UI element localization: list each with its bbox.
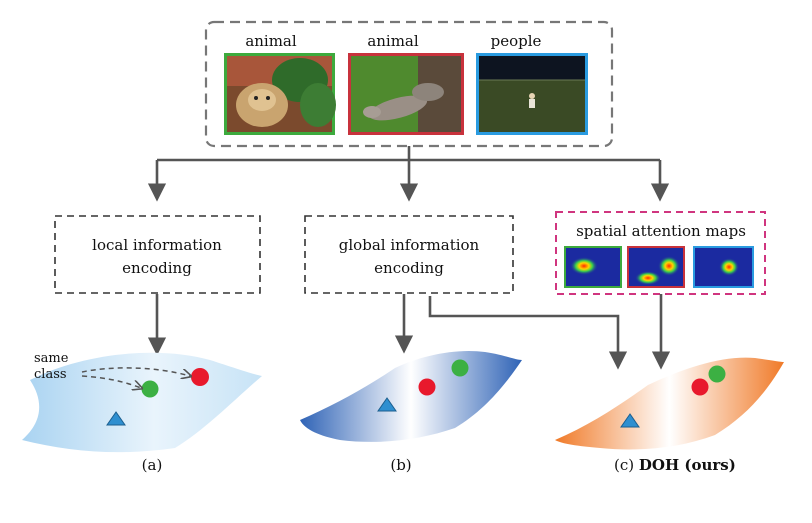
attention-maps-box: spatial attention maps xyxy=(555,211,766,295)
caption-c-bold: DOH (ours) xyxy=(639,456,736,474)
red-circle-b xyxy=(418,378,436,396)
annotation-line1: same xyxy=(34,351,69,366)
manifold-b xyxy=(300,350,522,442)
global-encoding-line1: global information xyxy=(339,236,480,254)
top-arrows xyxy=(147,146,670,202)
people-photo xyxy=(476,53,588,135)
lower-arrows xyxy=(147,294,671,370)
green-circle-b xyxy=(451,359,469,377)
blue-triangle-a xyxy=(106,411,126,426)
caption-a: (a) xyxy=(142,456,163,474)
red-circle-c xyxy=(691,378,709,396)
attention-maps-title: spatial attention maps xyxy=(576,222,746,240)
kitten-photo xyxy=(224,53,336,135)
manifold-a: same class xyxy=(22,351,262,453)
manifold-c xyxy=(555,357,784,450)
blue-triangle-c xyxy=(620,413,640,428)
local-encoding-box: local information encoding xyxy=(54,215,261,294)
annotation-line2: class xyxy=(34,367,67,382)
blue-triangle-b xyxy=(377,397,397,412)
squirrel-photo xyxy=(348,53,464,135)
global-encoding-box: global information encoding xyxy=(304,215,514,294)
local-encoding-line1: local information xyxy=(92,236,222,254)
attention-map-2 xyxy=(627,246,685,288)
input-group-border xyxy=(204,20,614,148)
caption-c-prefix: (c) xyxy=(614,456,639,474)
caption-c: (c) DOH (ours) xyxy=(614,456,736,474)
attention-map-1 xyxy=(564,246,622,288)
red-circle-a xyxy=(191,368,209,386)
green-circle-a xyxy=(141,380,159,398)
caption-b: (b) xyxy=(390,456,411,474)
global-encoding-line2: encoding xyxy=(374,259,444,277)
input-images-group: animal animal people xyxy=(204,20,614,148)
local-encoding-line2: encoding xyxy=(122,259,192,277)
green-circle-c xyxy=(708,365,726,383)
image-label-1: animal xyxy=(245,32,297,50)
image-label-3: people xyxy=(491,32,542,50)
attention-map-3 xyxy=(693,246,754,288)
image-label-2: animal xyxy=(367,32,419,50)
